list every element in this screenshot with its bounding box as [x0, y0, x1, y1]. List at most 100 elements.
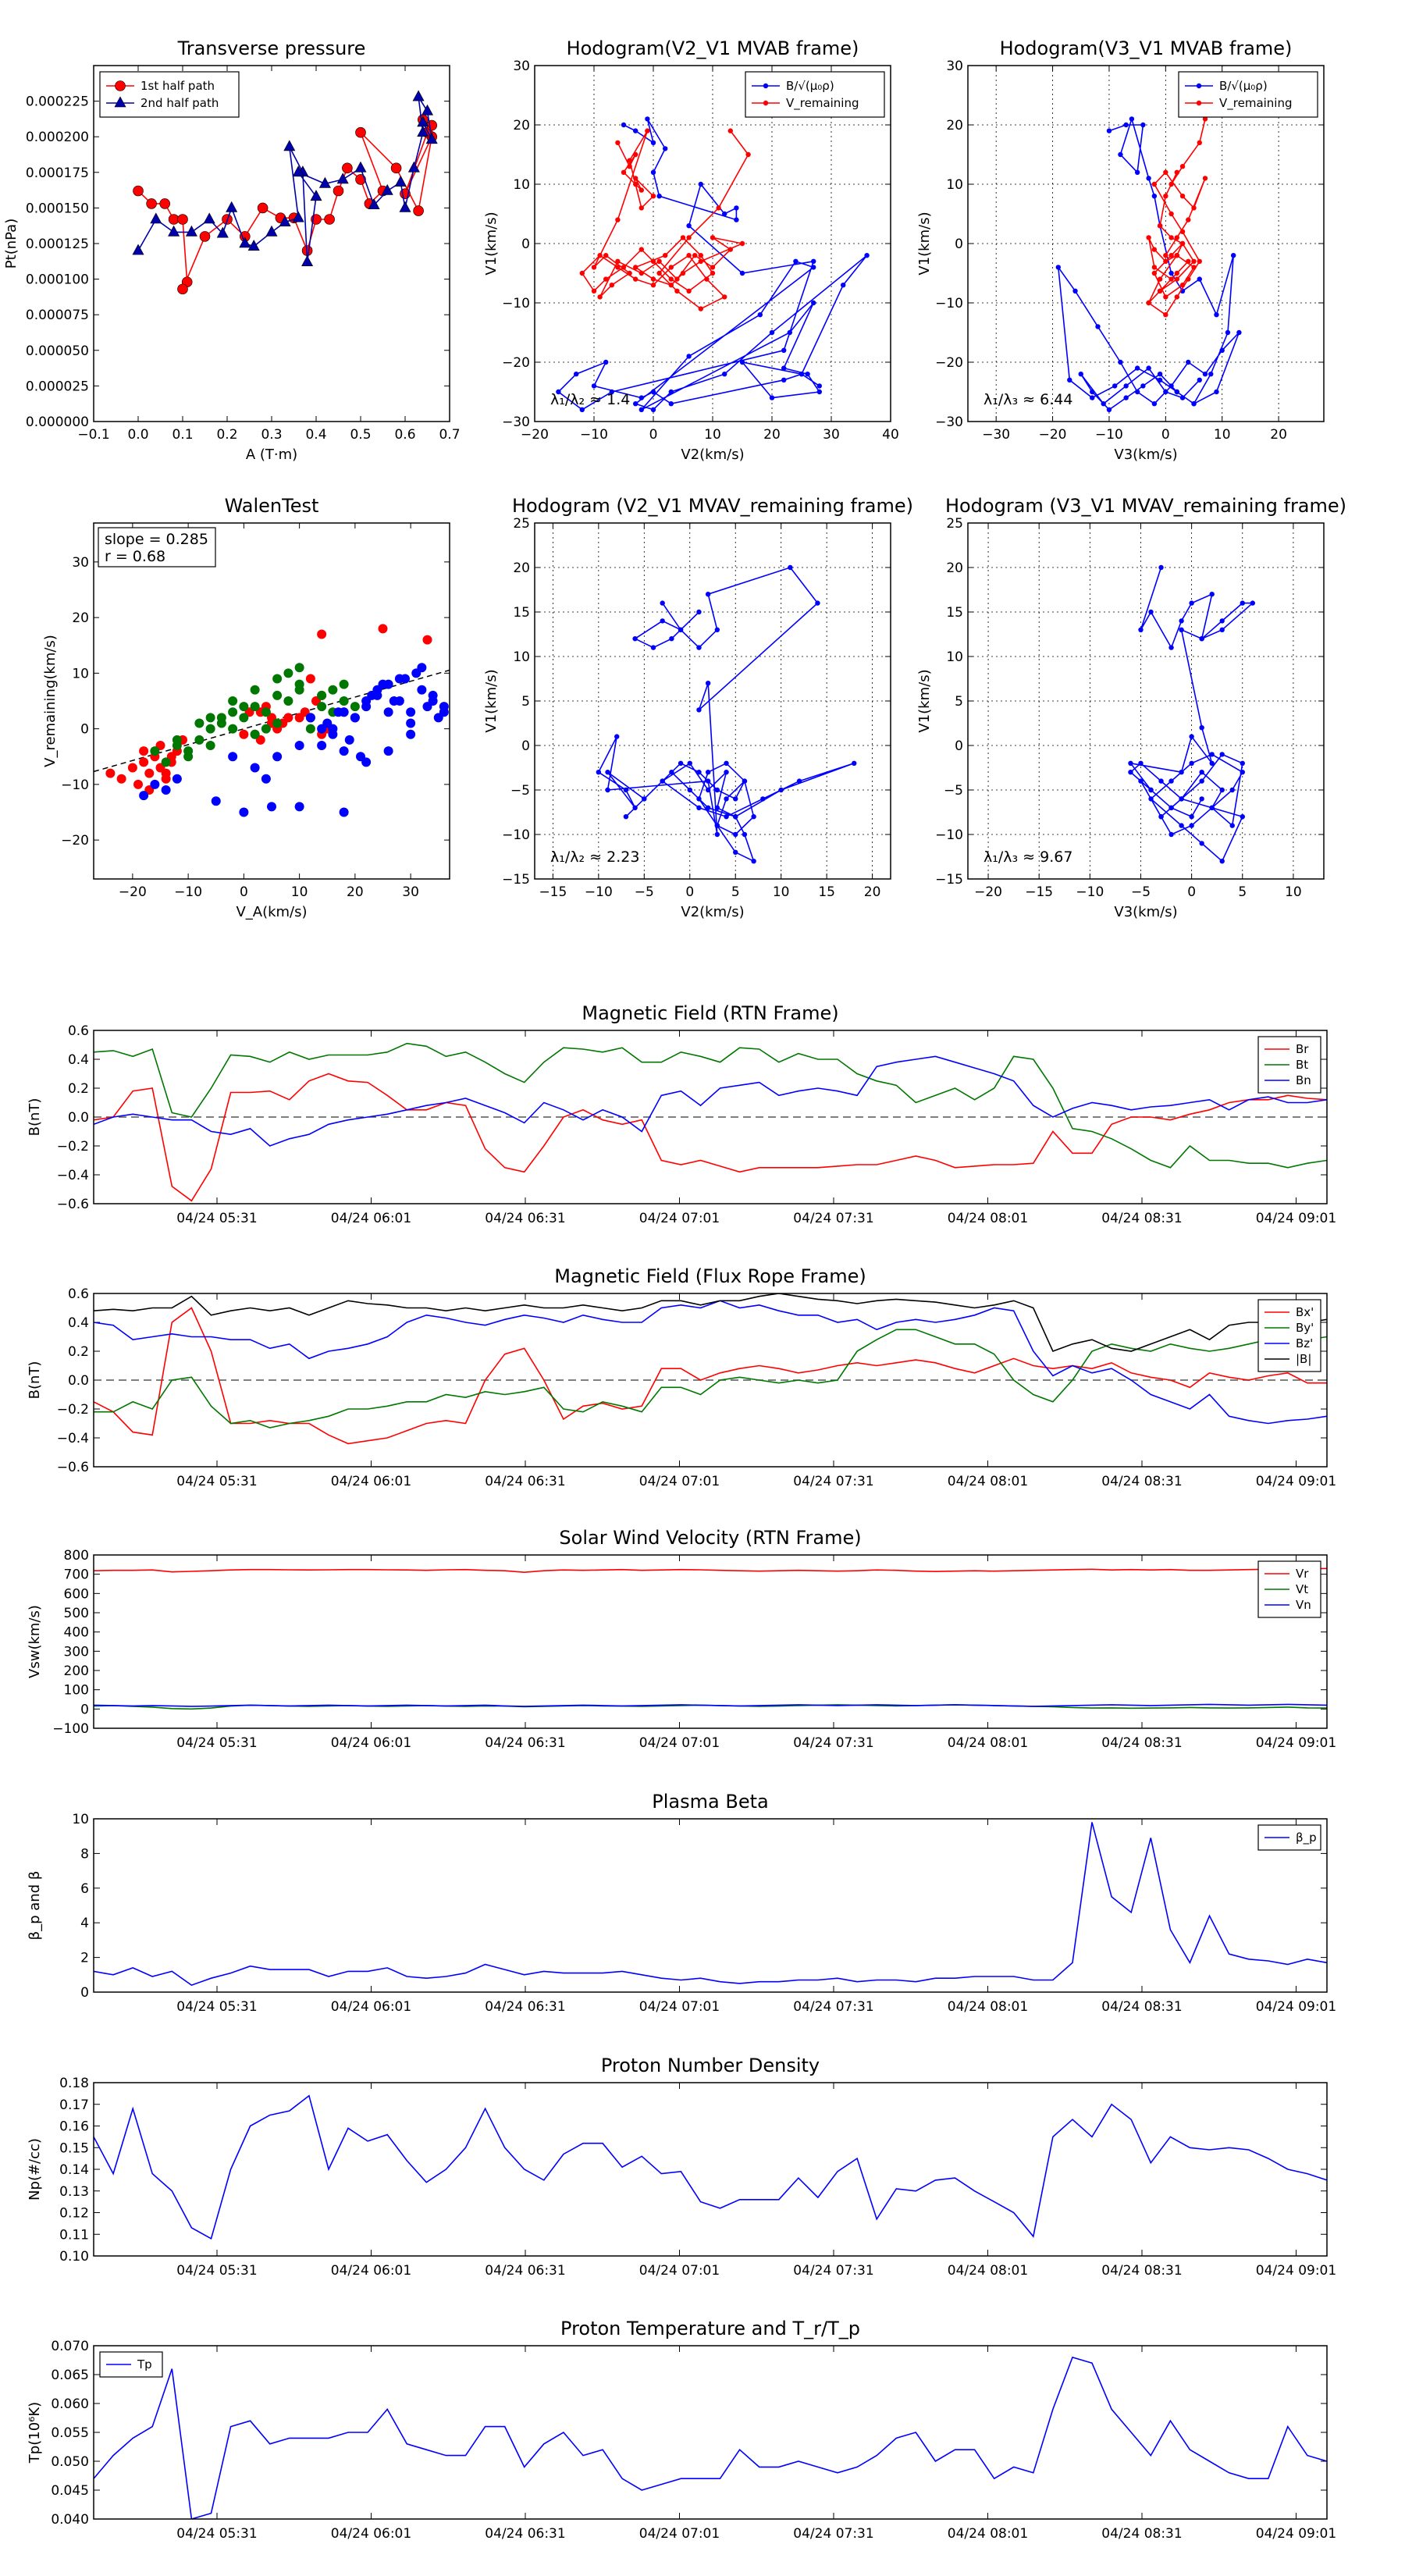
x-tick-label: −20: [119, 884, 147, 900]
y-axis-label: B(nT): [27, 1098, 43, 1137]
data-point: [1106, 128, 1112, 133]
x-tick-label: 04/24 05:31: [176, 1735, 257, 1751]
data-point: [745, 151, 751, 158]
plot-area: [132, 90, 438, 295]
data-point: [669, 770, 674, 775]
data-point: [638, 395, 644, 400]
data-point: [627, 270, 632, 276]
chart-magnetic-field-flux-rope: 04/24 05:31 04/24 06:01 04/24 06:31 04/24 0…: [27, 1265, 1336, 1489]
data-point: [1186, 359, 1191, 365]
data-point: [1151, 270, 1158, 276]
y-tick-label: −20: [502, 355, 530, 371]
legend-marker: [763, 83, 769, 89]
x-axis-label: V_A(km/s): [236, 904, 307, 920]
data-point: [1163, 294, 1168, 300]
y-tick-label: 10: [513, 177, 530, 193]
x-tick-label: 40: [882, 427, 899, 443]
data-point: [1158, 564, 1164, 571]
data-point: [1163, 258, 1168, 264]
data-point: [1174, 276, 1180, 282]
scatter-point-2: [344, 735, 354, 745]
scatter-point-1: [283, 668, 293, 678]
data-point: [1199, 770, 1204, 775]
y-tick-label: 25: [513, 516, 530, 532]
data-point: [638, 407, 644, 412]
axes-frame: [534, 65, 891, 422]
data-point: [633, 151, 638, 158]
x-tick-label: 04/24 09:01: [1256, 1999, 1336, 2015]
data-point: [799, 372, 805, 377]
scatter-point-2: [211, 796, 221, 806]
series-line-β_p: [94, 1822, 1327, 1986]
scatter-point-2: [372, 685, 382, 695]
y-tick-label: 0.000125: [26, 237, 89, 252]
data-point: [1179, 164, 1186, 169]
y-tick-label: 0.060: [51, 2396, 89, 2412]
series-line-1: [581, 130, 749, 310]
chart-title: Hodogram (V3_V1 MVAV_remaining frame): [945, 495, 1346, 517]
scatter-point-2: [150, 779, 160, 789]
legend: B/√(μ₀ρ) V_remaining: [745, 71, 885, 118]
data-point: [1146, 300, 1151, 306]
axes-frame: [93, 2082, 1328, 2257]
legend-marker: [1196, 83, 1202, 89]
data-point: [216, 226, 229, 238]
y-tick-label: 0.050: [51, 2454, 89, 2470]
data-point: [168, 214, 180, 225]
y-tick-label: 8: [80, 1846, 89, 1862]
x-tick-label: 04/24 08:31: [1101, 1735, 1182, 1751]
x-tick-label: 10: [291, 884, 308, 900]
chart-hodogram-v2v1-mvav: −15 −10 −5 0 5 10 15 20 −15 −10 −5 0 5 10 15 20 25Hodogr…: [483, 495, 913, 920]
x-tick-label: 5: [731, 884, 740, 900]
y-tick-label: 0.16: [59, 2119, 89, 2135]
data-point: [1123, 395, 1129, 400]
legend-entry: 2nd half path: [140, 96, 219, 110]
chart-title: Magnetic Field (Flux Rope Frame): [554, 1265, 866, 1287]
data-point: [1199, 796, 1204, 802]
series-line-Br: [94, 1073, 1327, 1202]
y-tick-label: 700: [64, 1567, 89, 1583]
data-point: [1140, 383, 1146, 389]
scatter-point-1: [294, 685, 304, 695]
data-point: [645, 116, 650, 122]
series-line-1: [137, 96, 432, 262]
data-point: [710, 265, 716, 270]
data-point: [426, 119, 438, 131]
x-tick-label: 04/24 09:01: [1256, 2263, 1336, 2279]
x-tick-label: 04/24 07:01: [639, 1999, 720, 2015]
y-tick-label: 0.000175: [26, 165, 89, 181]
series-line-1: [1147, 119, 1206, 316]
legend: Tp: [99, 2351, 163, 2378]
data-point: [1138, 627, 1144, 632]
data-point: [733, 796, 738, 802]
data-point: [1229, 787, 1235, 793]
data-point: [1134, 389, 1140, 395]
data-point: [739, 240, 745, 247]
scatter-point-2: [261, 774, 271, 784]
data-point: [1240, 760, 1245, 766]
data-point: [318, 176, 331, 188]
series-line-Bt: [94, 1042, 1327, 1169]
x-tick-label: 04/24 07:01: [639, 1735, 720, 1751]
scatter-point-2: [361, 696, 372, 706]
data-point: [686, 223, 692, 229]
y-tick-label: 15: [946, 605, 963, 621]
y-axis-label: V1(km/s): [916, 669, 933, 732]
data-point: [1191, 205, 1197, 211]
data-point: [1186, 258, 1191, 264]
y-tick-label: 30: [946, 59, 963, 74]
x-tick-label: 04/24 07:01: [639, 1474, 720, 1489]
data-point: [1157, 276, 1163, 282]
y-tick-label: 0.2: [68, 1344, 89, 1360]
y-tick-label: 5: [521, 694, 530, 710]
y-tick-label: −0.2: [57, 1402, 89, 1418]
chart-proton-number-density: 04/24 05:31 04/24 06:01 04/24 06:31 04/24 0…: [27, 2055, 1336, 2279]
data-point: [621, 169, 627, 175]
y-tick-label: 15: [513, 605, 530, 621]
data-point: [1168, 778, 1174, 784]
data-point: [1191, 258, 1197, 264]
x-tick-label: −10: [1095, 427, 1123, 443]
data-point: [1090, 395, 1095, 400]
axes-frame: [967, 65, 1325, 422]
chart-solar-wind-velocity: 04/24 05:31 04/24 06:01 04/24 06:31 04/24 0…: [27, 1527, 1336, 1751]
